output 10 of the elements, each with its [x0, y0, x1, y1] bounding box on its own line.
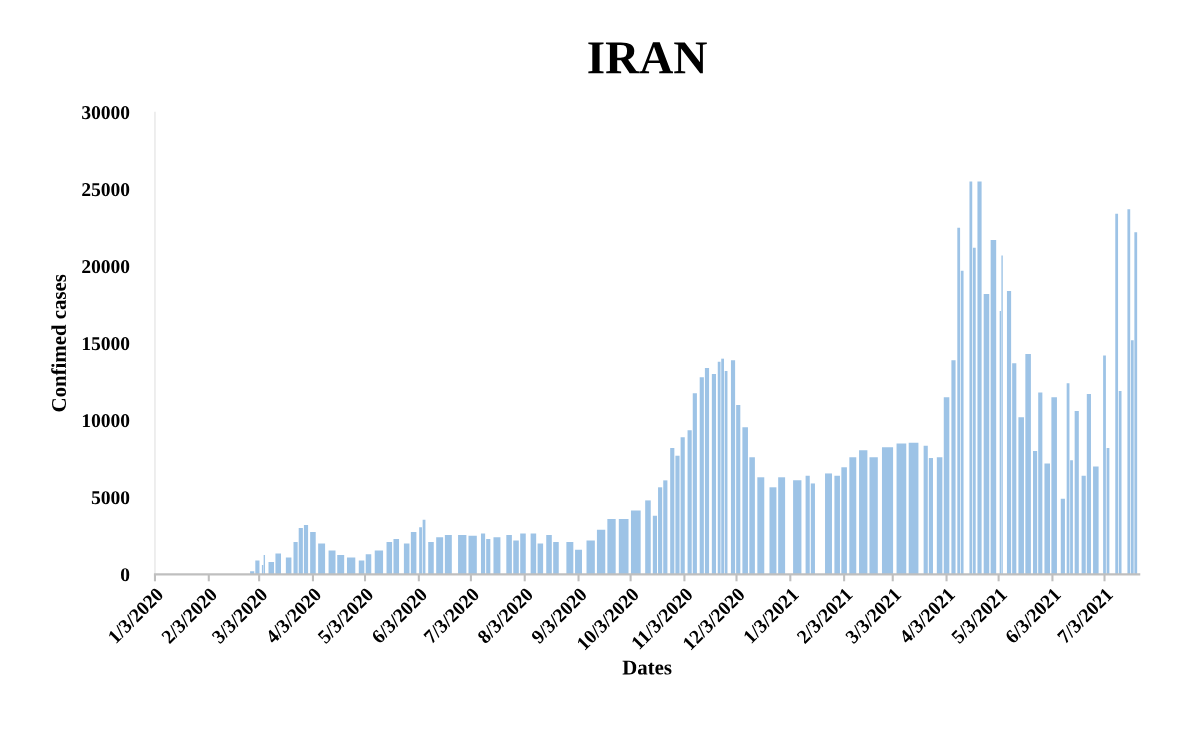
y-tick-label: 25000 — [82, 183, 130, 197]
y-tick-label: 30000 — [82, 106, 130, 120]
y-tick-label: 10000 — [82, 414, 130, 428]
y-tick-label: 5000 — [91, 491, 130, 505]
y-tick-label: 15000 — [82, 337, 130, 351]
x-axis-title: Dates — [622, 660, 672, 675]
y-tick-label: 0 — [120, 568, 130, 582]
y-axis-title: Confimed cases — [51, 274, 67, 412]
chart-title: IRAN — [588, 42, 707, 74]
y-tick-label: 20000 — [82, 260, 130, 274]
